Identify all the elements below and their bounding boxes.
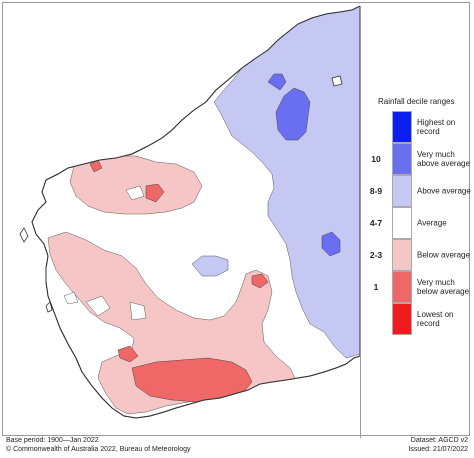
legend-label: Highest on record (417, 118, 456, 136)
rainfall-map (6, 6, 361, 438)
legend-swatch (392, 239, 412, 271)
map-frame: Rainfall decile ranges Highest on record… (2, 2, 473, 438)
legend-swatch (392, 111, 412, 143)
legend-code: 4-7 (369, 218, 383, 228)
base-period: Base period: 1900—Jan 2022 (6, 437, 99, 444)
issued-date: Issued: 21/07/2022 (408, 446, 468, 453)
footer-left: Base period: 1900—Jan 2022 © Commonwealt… (6, 436, 191, 454)
legend-swatch (392, 303, 412, 335)
legend-item-lowest: Lowest on record (363, 303, 473, 335)
legend-label: Above average (417, 186, 471, 196)
legend-item-average: 4-7 Average (363, 207, 473, 239)
legend-label: Average (417, 218, 447, 228)
legend-label: Lowest on record (417, 310, 454, 328)
legend-item-below: 2-3 Below average (363, 239, 473, 271)
legend-swatch (392, 175, 412, 207)
legend-label: Below average (417, 250, 470, 260)
footer-right: Dataset: AGCD v2 Issued: 21/07/2022 (408, 436, 468, 454)
copyright: © Commonwealth of Australia 2022, Bureau… (6, 446, 191, 453)
legend: Rainfall decile ranges Highest on record… (363, 93, 473, 335)
dataset: Dataset: AGCD v2 (410, 437, 468, 444)
legend-item-very-much-below: 1 Very much below average (363, 271, 473, 303)
legend-label: Very much below average (417, 278, 470, 296)
legend-code: 10 (371, 154, 381, 164)
legend-item-above: 8-9 Above average (363, 175, 473, 207)
legend-swatch (392, 207, 412, 239)
legend-code: 8-9 (369, 186, 383, 196)
western-australia-map (19, 6, 360, 419)
legend-label: Very much above average (417, 150, 470, 168)
legend-code: 2-3 (369, 250, 383, 260)
legend-swatch (392, 271, 412, 303)
legend-item-highest: Highest on record (363, 111, 473, 143)
legend-swatch (392, 143, 412, 175)
legend-item-very-much-above: 10 Very much above average (363, 143, 473, 175)
legend-title: Rainfall decile ranges (378, 97, 455, 106)
legend-code: 1 (373, 282, 379, 292)
